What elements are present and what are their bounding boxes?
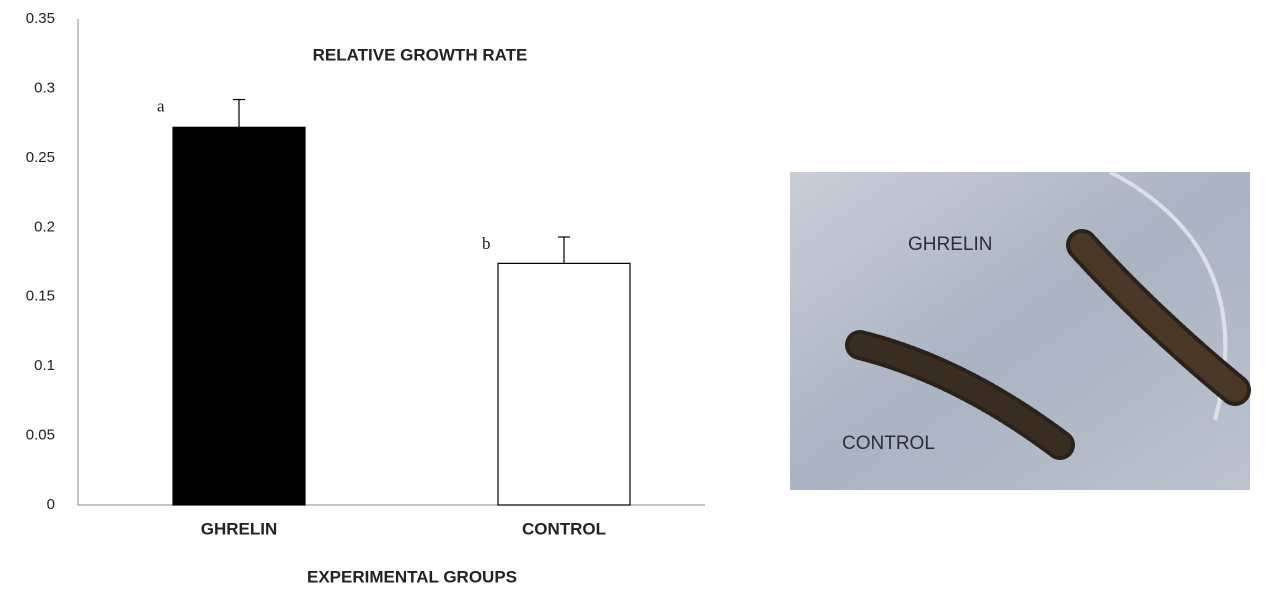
chart-title: RELATIVE GROWTH RATE <box>313 45 528 64</box>
photo: GHRELIN CONTROL <box>790 172 1250 490</box>
significance-letter: a <box>157 96 165 115</box>
y-tick-label: 0.25 <box>26 149 55 166</box>
significance-letter: b <box>482 234 491 253</box>
y-tick-label: 0.15 <box>26 288 55 305</box>
page: RELATIVE GROWTH RATE EXPERIMENTAL GROUPS… <box>0 0 1268 589</box>
bar <box>173 127 305 505</box>
x-tick-label: GHRELIN <box>201 519 278 538</box>
y-tick-label: 0.05 <box>26 427 55 444</box>
y-tick-label: 0.2 <box>34 218 55 235</box>
bar <box>498 263 630 505</box>
x-axis-title: EXPERIMENTAL GROUPS <box>307 567 517 586</box>
y-tick-label: 0 <box>47 496 55 513</box>
figure: RELATIVE GROWTH RATE EXPERIMENTAL GROUPS… <box>0 0 1268 589</box>
y-tick-label: 0.1 <box>34 357 55 374</box>
photo-label: CONTROL <box>842 433 935 454</box>
y-tick-label: 0.3 <box>34 79 55 96</box>
photo-label: GHRELIN <box>908 234 992 255</box>
y-tick-label: 0.35 <box>26 10 55 27</box>
x-tick-label: CONTROL <box>522 519 606 538</box>
